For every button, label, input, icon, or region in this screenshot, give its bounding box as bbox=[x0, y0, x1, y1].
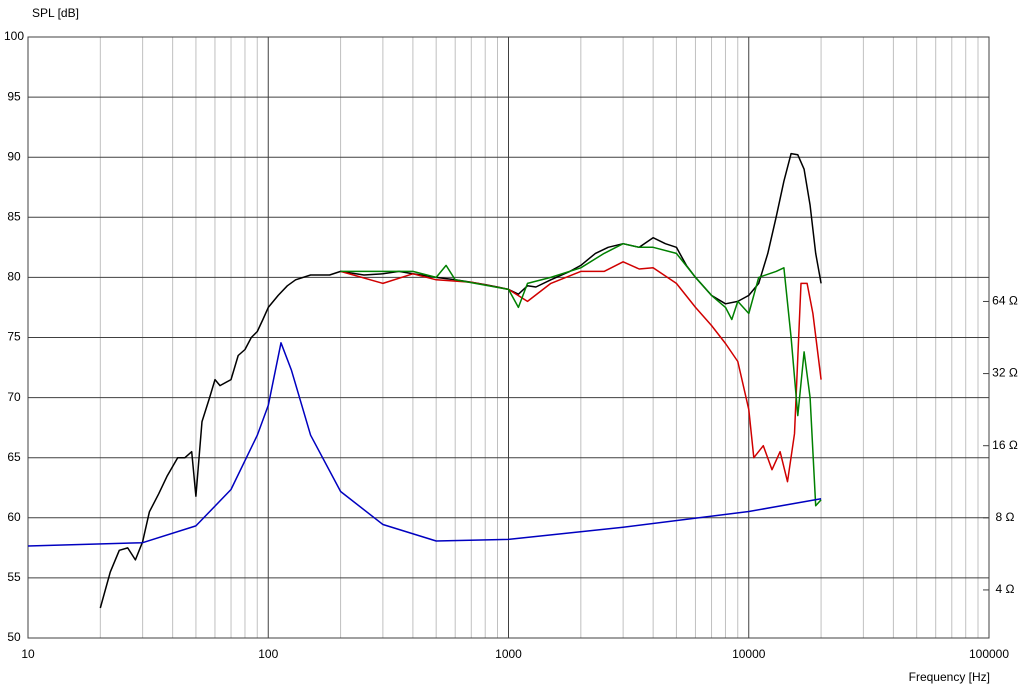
series-line bbox=[27, 342, 822, 547]
series-line bbox=[340, 242, 822, 507]
y2-tick-label: 64 Ω bbox=[992, 294, 1018, 308]
y2-tick-label: 16 Ω bbox=[992, 438, 1018, 452]
y2-tick-label: 8 Ω bbox=[996, 510, 1015, 524]
y-tick-label: 95 bbox=[7, 89, 21, 103]
x-tick-label: 100000 bbox=[969, 647, 1009, 661]
plot bbox=[27, 152, 822, 609]
grid bbox=[27, 36, 990, 639]
x-tick-label: 100 bbox=[258, 647, 278, 661]
y-tick-label: 65 bbox=[7, 450, 21, 464]
y-tick-label: 100 bbox=[4, 29, 24, 43]
x-tick-label: 1000 bbox=[495, 647, 522, 661]
y-tick-label: 70 bbox=[7, 390, 21, 404]
y-tick-label: 60 bbox=[7, 510, 21, 524]
y-tick-label: 75 bbox=[7, 330, 21, 344]
y2-tick-label: 32 Ω bbox=[992, 366, 1018, 380]
y-tick-label: 80 bbox=[7, 270, 21, 284]
x-tick-label: 10 bbox=[21, 647, 35, 661]
y-tick-label: 50 bbox=[7, 630, 21, 644]
y-tick-label: 85 bbox=[7, 209, 21, 223]
y-tick-label: 55 bbox=[7, 570, 21, 584]
plot-frame bbox=[27, 36, 990, 639]
x-tick-label: 10000 bbox=[732, 647, 766, 661]
x-axis-label: Frequency [Hz] bbox=[909, 670, 990, 684]
y-axis-label: SPL [dB] bbox=[32, 6, 79, 20]
y2-tick-label: 4 Ω bbox=[996, 582, 1015, 596]
y-tick-label: 90 bbox=[7, 149, 21, 163]
